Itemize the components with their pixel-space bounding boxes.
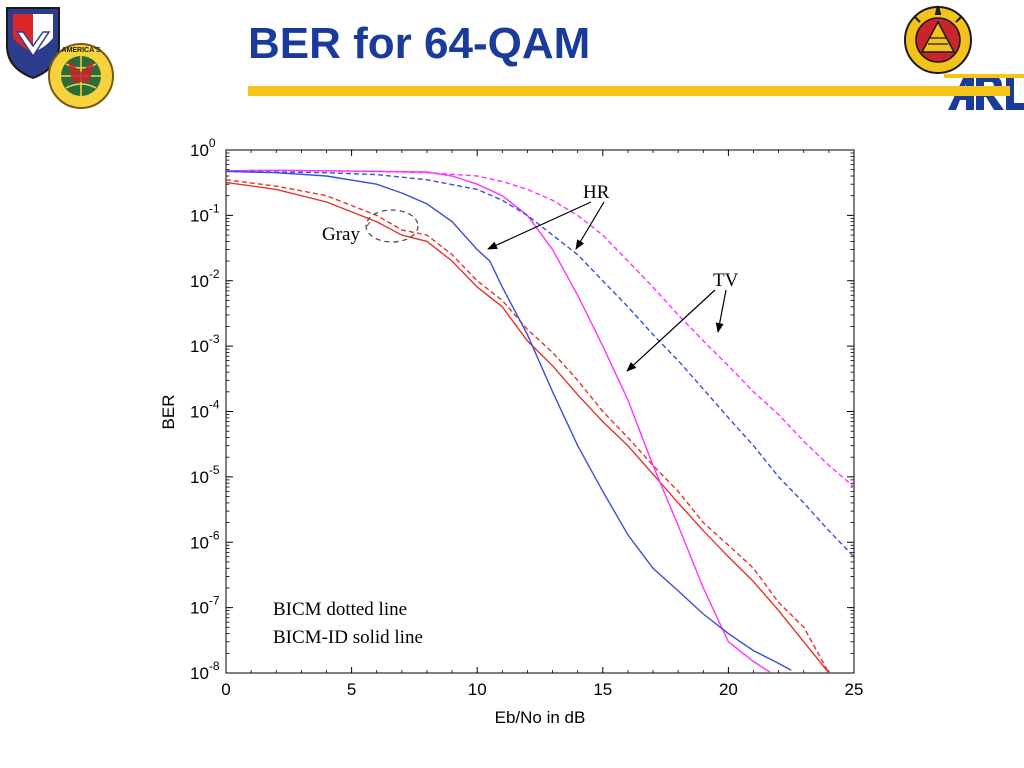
- title-underline: [248, 86, 1010, 96]
- hr-label: HR: [583, 182, 610, 203]
- x-tick-label: 0: [221, 680, 230, 699]
- tv-arrow-2: [715, 289, 727, 333]
- series-line-1: [226, 181, 830, 673]
- y-tick-label: 10-2: [190, 267, 220, 291]
- series-group: [226, 169, 854, 673]
- arsenal-badge-logo: AMERICA'S: [48, 43, 114, 109]
- x-tick-label: 20: [719, 680, 738, 699]
- x-tick-label: 10: [468, 680, 487, 699]
- series-line-4: [226, 170, 854, 558]
- y-tick-label: 100: [190, 136, 216, 160]
- gray-annotation-tick: [366, 221, 371, 227]
- x-tick-label: 15: [593, 680, 612, 699]
- y-tick-label: 10-1: [190, 201, 220, 225]
- y-tick-label: 10-5: [190, 463, 220, 487]
- y-tick-label: 10-8: [190, 659, 220, 683]
- x-tick-label: 5: [347, 680, 356, 699]
- legend-bicm-id-text: BICM-ID solid line: [273, 627, 423, 648]
- slide-title: BER for 64-QAM: [248, 19, 591, 68]
- y-tick-label: 10-7: [190, 594, 220, 618]
- legend-bicm-text: BICM dotted line: [273, 599, 407, 620]
- hr-arrow-2: [575, 201, 605, 250]
- x-tick-label: 25: [845, 680, 864, 699]
- y-tick-label: 10-4: [190, 398, 220, 422]
- y-tick-label: 10-6: [190, 528, 220, 552]
- tv-label: TV: [713, 270, 739, 291]
- gray-annotation-ellipse: [365, 209, 419, 243]
- army-materiel-command-logo: [6, 7, 60, 80]
- series-line-0: [226, 179, 830, 673]
- series-line-5: [226, 170, 792, 671]
- left-badge-text: AMERICA'S: [62, 47, 101, 54]
- technology-to-win-badge: [904, 5, 972, 74]
- tv-arrow-1: [626, 289, 716, 372]
- plot-area-frame: [225, 149, 855, 674]
- y-tick-label: 10-3: [190, 332, 220, 356]
- hr-arrow-1: [487, 201, 592, 250]
- gray-label: Gray: [322, 224, 360, 245]
- y-axis-label: BER: [159, 395, 178, 430]
- series-line-3: [226, 169, 772, 673]
- x-axis-label: Eb/No in dB: [495, 708, 586, 727]
